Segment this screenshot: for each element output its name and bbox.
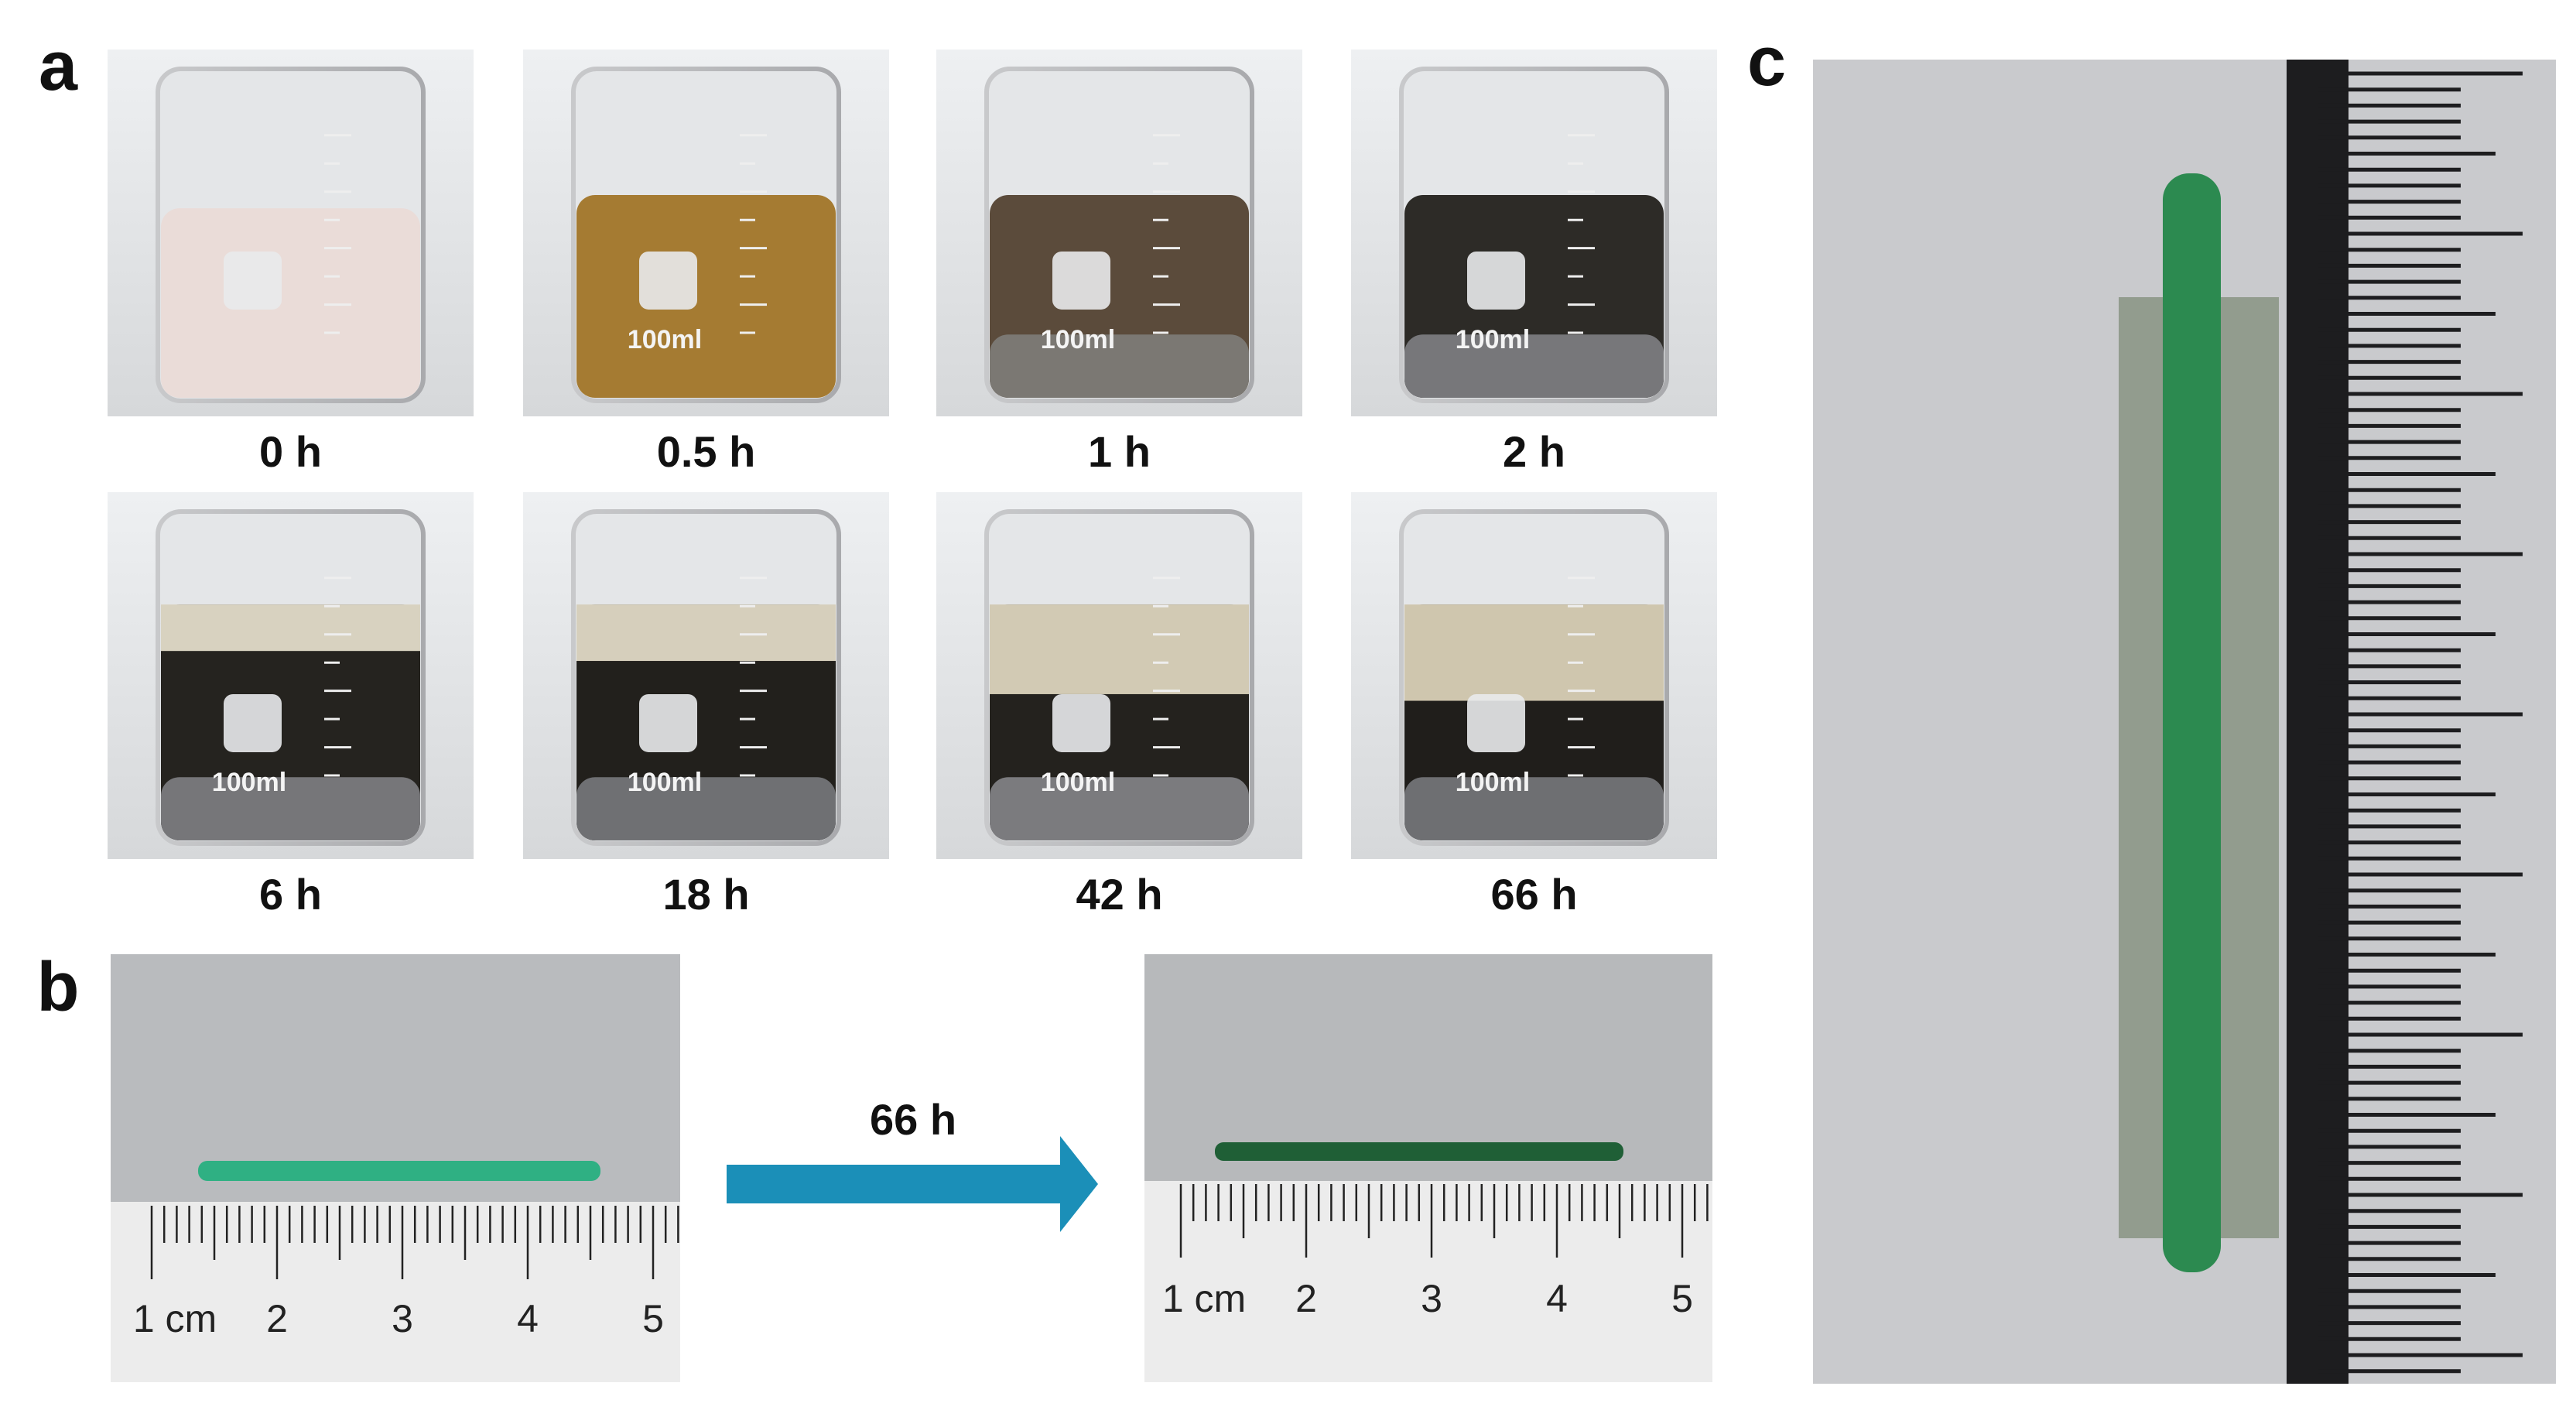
label-patch	[224, 251, 282, 310]
sediment	[1404, 777, 1664, 840]
label-patch	[1467, 251, 1525, 310]
ruler-label: 3	[1421, 1277, 1442, 1320]
beaker-marking: 100ml	[1041, 768, 1115, 797]
beaker-marking: 100ml	[628, 768, 702, 797]
liquid-layer	[990, 604, 1249, 694]
ruler	[111, 1202, 680, 1382]
rod	[2163, 173, 2221, 1272]
label-patch	[1052, 693, 1110, 752]
panel-label: c	[1747, 23, 1786, 101]
time-label: 2 h	[1503, 427, 1565, 476]
label-patch	[224, 693, 282, 752]
ruler-label: 2	[266, 1297, 288, 1340]
liquid-layer	[576, 604, 836, 662]
sediment	[990, 777, 1249, 840]
sediment	[1404, 334, 1664, 398]
sediment	[576, 777, 836, 840]
ruler	[2287, 60, 2349, 1384]
liquid	[576, 195, 836, 398]
ruler-label: 3	[392, 1297, 413, 1340]
sediment	[990, 334, 1249, 398]
beaker-marking: 100ml	[212, 768, 286, 797]
ruler	[1144, 1181, 1712, 1382]
time-label: 6 h	[259, 870, 322, 919]
ruler-label: 4	[517, 1297, 539, 1340]
beaker-marking: 100ml	[1456, 768, 1530, 797]
ruler-label: 5	[1671, 1277, 1693, 1320]
ruler-label: 1 cm	[1162, 1277, 1246, 1320]
liquid	[161, 208, 420, 398]
ruler-label: 5	[642, 1297, 664, 1340]
beaker-marking: 100ml	[1456, 325, 1530, 354]
ruler-label: 4	[1546, 1277, 1568, 1320]
rulers: 1 cm 2 3 4 5 1 cm 2 3 4 5	[133, 1184, 1709, 1340]
label-patch	[639, 693, 697, 752]
sediment	[161, 777, 420, 840]
label-patch	[1467, 693, 1525, 752]
panel-label: b	[37, 949, 80, 1026]
ruler-ticks	[2318, 71, 2523, 1374]
panel-label: a	[39, 28, 78, 105]
beaker-grid: 0 h 100ml 0.5 h 100ml 1 h 100ml 2 h 100ml 6 h 100…	[108, 50, 1717, 919]
label-patch	[639, 251, 697, 310]
time-label: 0.5 h	[657, 427, 756, 476]
liquid-layer	[1404, 604, 1664, 701]
arrow-label: 66 h	[870, 1095, 956, 1144]
time-label: 66 h	[1490, 870, 1577, 919]
tube	[1215, 1142, 1623, 1161]
beaker-marking: 100ml	[628, 325, 702, 354]
ruler-label: 2	[1295, 1277, 1317, 1320]
time-label: 18 h	[662, 870, 749, 919]
tube	[198, 1161, 600, 1181]
beaker-marking: 100ml	[1041, 325, 1115, 354]
liquid-layer	[161, 604, 420, 652]
time-label: 42 h	[1076, 870, 1162, 919]
label-patch	[1052, 251, 1110, 310]
ruler-label: 1 cm	[133, 1297, 217, 1340]
arrow	[727, 1136, 1098, 1232]
time-label: 0 h	[259, 427, 322, 476]
time-label: 1 h	[1088, 427, 1151, 476]
